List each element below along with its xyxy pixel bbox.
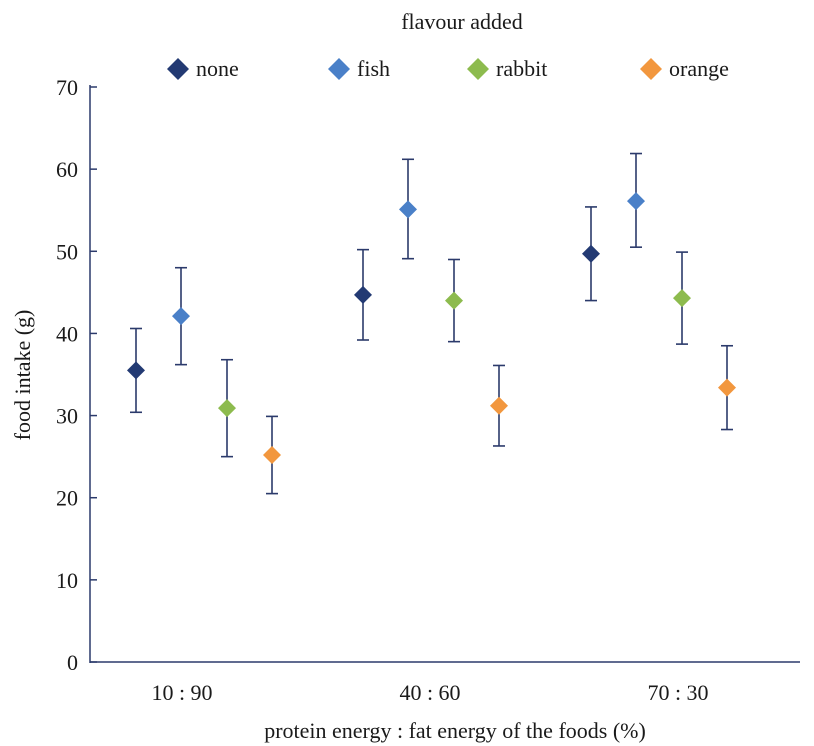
- y-tick-label: 40: [56, 321, 78, 346]
- y-ticks: 0 10 20 30 40 50 60 70: [56, 75, 97, 675]
- data-point-rabbit: [445, 291, 463, 310]
- axes: protein energy : fat energy of the foods…: [10, 85, 800, 743]
- legend-label-rabbit: rabbit: [496, 56, 547, 81]
- data-point-orange: [263, 446, 281, 464]
- data-point-fish: [627, 192, 645, 211]
- data-point-fish: [399, 200, 417, 219]
- legend-swatch-rabbit: [467, 58, 489, 80]
- data-point-none: [127, 361, 145, 380]
- data-point-none: [354, 285, 372, 304]
- data-marks: [127, 152, 736, 495]
- x-tick-label: 40 : 60: [399, 680, 460, 705]
- data-point-none: [582, 244, 600, 263]
- y-tick-label: 0: [67, 650, 78, 675]
- y-tick-label: 30: [56, 404, 78, 429]
- legend-swatch-fish: [328, 58, 350, 80]
- data-point-rabbit: [218, 399, 236, 418]
- data-point-fish: [172, 307, 190, 326]
- legend: flavour added none fish rabbit orange: [167, 9, 729, 81]
- legend-label-fish: fish: [357, 56, 390, 81]
- y-tick-label: 70: [56, 75, 78, 100]
- y-tick-label: 10: [56, 568, 78, 593]
- data-point-rabbit: [673, 289, 691, 308]
- y-tick-label: 60: [56, 157, 78, 182]
- x-ticks: 10 : 90 40 : 60 70 : 30: [151, 680, 708, 705]
- x-axis-title: protein energy : fat energy of the foods…: [264, 718, 646, 743]
- legend-label-orange: orange: [669, 56, 729, 81]
- legend-label-none: none: [196, 56, 239, 81]
- y-tick-label: 50: [56, 239, 78, 264]
- x-tick-label: 10 : 90: [151, 680, 212, 705]
- legend-swatch-none: [167, 58, 189, 80]
- y-axis-title: food intake (g): [10, 310, 35, 441]
- y-tick-label: 20: [56, 486, 78, 511]
- data-point-orange: [718, 378, 736, 397]
- legend-swatch-orange: [640, 58, 662, 80]
- x-tick-label: 70 : 30: [647, 680, 708, 705]
- data-point-orange: [490, 396, 508, 415]
- legend-title: flavour added: [401, 9, 523, 34]
